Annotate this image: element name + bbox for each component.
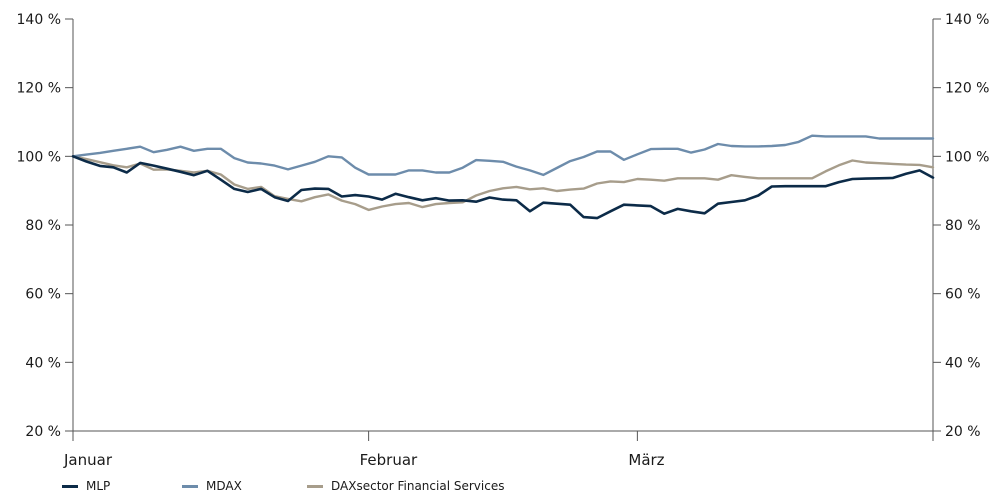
x-tick-label: März bbox=[628, 451, 664, 469]
y-tick-label-left: 80 % bbox=[25, 218, 61, 234]
legend-swatch bbox=[182, 484, 198, 488]
x-tick-label: Februar bbox=[360, 451, 418, 469]
legend-swatch bbox=[62, 484, 78, 488]
y-tick-label-left: 40 % bbox=[25, 355, 61, 371]
y-tick-label-right: 20 % bbox=[945, 424, 981, 440]
legend-item: DAXsector Financial Services bbox=[307, 479, 607, 493]
y-tick-label-right: 60 % bbox=[945, 287, 981, 303]
y-tick-label-right: 120 % bbox=[945, 81, 989, 97]
legend-label: MDAX bbox=[206, 479, 242, 493]
y-tick-label-left: 60 % bbox=[25, 287, 61, 303]
y-tick-label-left: 100 % bbox=[17, 149, 61, 165]
y-tick-label-right: 80 % bbox=[945, 218, 981, 234]
legend-label: MLP bbox=[86, 479, 111, 493]
y-tick-label-right: 140 % bbox=[945, 12, 989, 28]
series-line-daxsector-financial-services bbox=[71, 155, 935, 212]
line-chart: 20 % 20 % 40 % 40 % 60 % 60 % 80 % 80 % 100 % 100… bbox=[17, 12, 990, 469]
y-tick-label-left: 140 % bbox=[17, 12, 61, 28]
y-tick-label-left: 120 % bbox=[17, 81, 61, 97]
series-line-mlp bbox=[71, 155, 935, 220]
y-tick-label-left: 20 % bbox=[25, 424, 61, 440]
chart-legend: MLP MDAX DAXsector Financial Services bbox=[62, 479, 607, 493]
legend-swatch bbox=[307, 484, 323, 488]
series-line-mdax bbox=[71, 134, 935, 177]
legend-item: MLP bbox=[62, 479, 182, 493]
y-tick-label-right: 100 % bbox=[945, 149, 989, 165]
legend-label: DAXsector Financial Services bbox=[331, 479, 505, 493]
y-tick-label-right: 40 % bbox=[945, 355, 981, 371]
x-tick-label: Januar bbox=[63, 451, 113, 469]
legend-item: MDAX bbox=[182, 479, 307, 493]
